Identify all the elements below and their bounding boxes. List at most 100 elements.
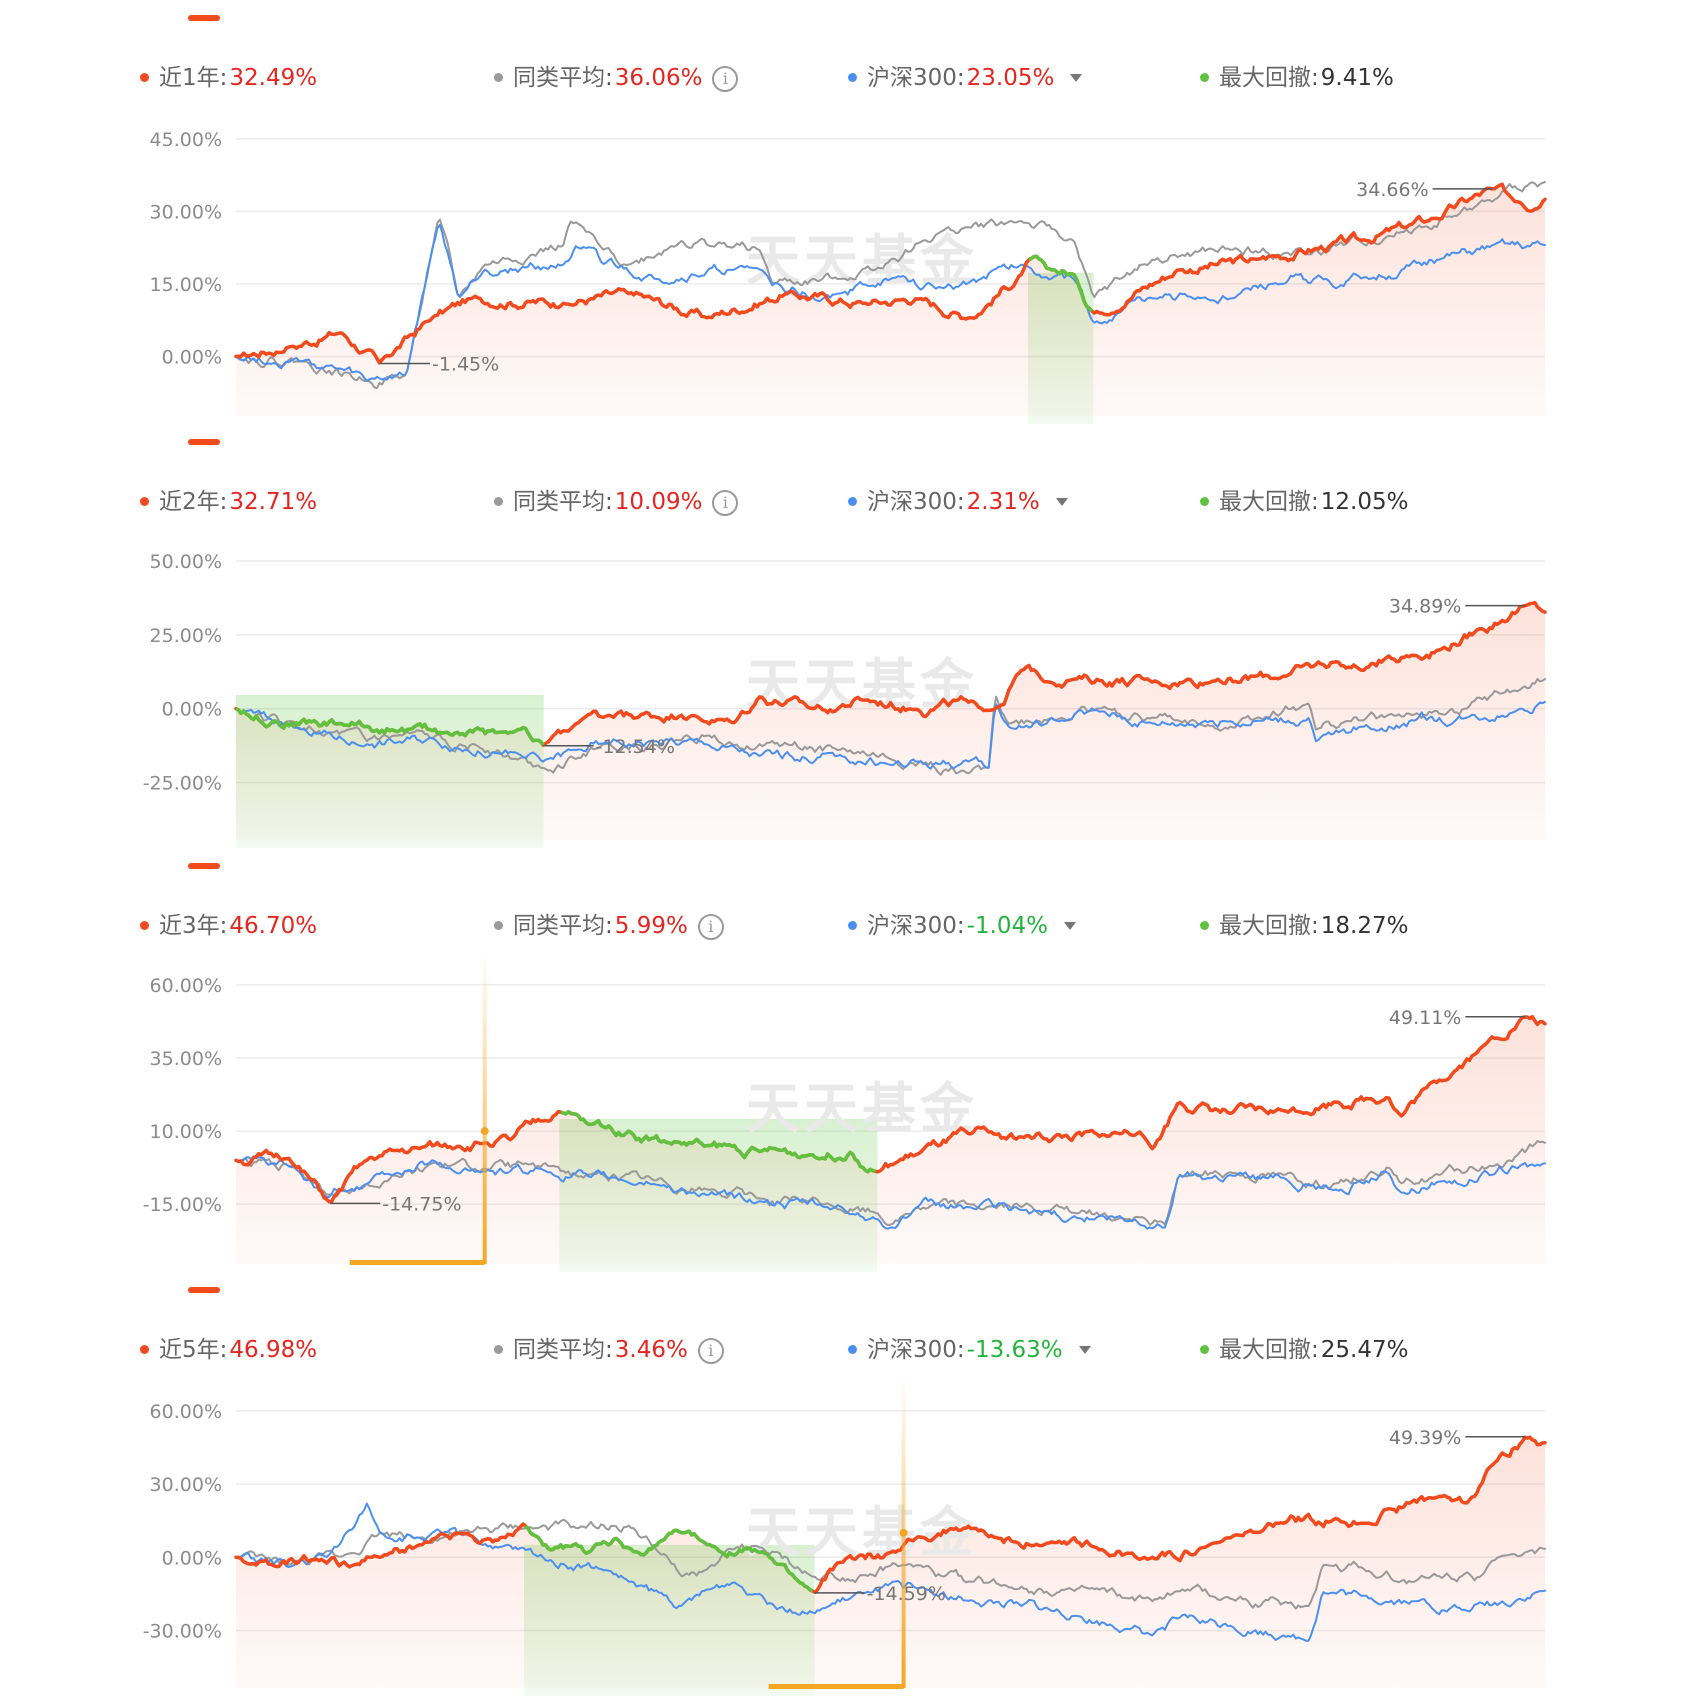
y-tick-label: 15.00% [150, 274, 222, 296]
watermark: 天天基金 [746, 1076, 978, 1140]
legend-peer-average[interactable]: 同类平均:3.46% i [494, 1330, 724, 1370]
chart-svg[interactable]: 50.00%25.00%0.00%-25.00%天天基金34.89%-12.54… [0, 524, 1688, 848]
return-chart[interactable]: 50.00% 25.00% 0.00% -25.00% 天天基金 34.89% -12.54… [0, 524, 1688, 848]
y-tick-label: 0.00% [162, 346, 222, 368]
performance-panel: 近2年:32.71% 同类平均:10.09% i 沪深300:2.31% 最大回撤… [0, 424, 1688, 848]
min-annotation-label: -12.54% [596, 736, 675, 758]
legend-max-drawdown: 最大回撤:25.47% [1200, 1330, 1408, 1370]
caret-down-icon[interactable] [1064, 922, 1077, 930]
chart-svg[interactable]: 60.00%30.00%0.00%-30.00%天天基金49.39%-14.59… [0, 1372, 1688, 1696]
chart-legend: 近1年:32.49% 同类平均:36.06% i 沪深300:23.05% 最大回… [0, 58, 1688, 98]
drawdown-series-segment[interactable] [524, 1524, 814, 1593]
drawdown-value: 12.05% [1320, 489, 1409, 515]
info-icon[interactable]: i [697, 1338, 724, 1364]
performance-panel: 近5年:46.98% 同类平均:3.46% i 沪深300:-13.63% 最大回… [0, 1272, 1688, 1696]
drawdown-dot-icon [1200, 73, 1209, 82]
drawdown-value: 25.47% [1320, 1337, 1409, 1363]
peer-label: 同类平均 [513, 65, 605, 91]
return-chart[interactable]: 60.00% 35.00% 10.00% -15.00% 天天基金 49.11% -14.7… [0, 948, 1688, 1272]
legend-max-drawdown: 最大回撤:12.05% [1200, 482, 1408, 522]
period-tab-indicator [188, 439, 220, 445]
y-tick-label: -25.00% [143, 773, 222, 795]
legend-index[interactable]: 沪深300:23.05% [848, 58, 1083, 98]
max-annotation-label: 34.66% [1356, 179, 1428, 201]
y-tick-label: 50.00% [150, 551, 222, 573]
y-tick-label: 60.00% [150, 1401, 222, 1423]
return-chart[interactable]: 45.00% 30.00% 15.00% 0.00% 天天基金 34.66% -1.45% [0, 100, 1688, 424]
period-tab-indicator [188, 863, 220, 869]
highlight-dot [899, 1528, 908, 1537]
performance-panel: 近3年:46.70% 同类平均:5.99% i 沪深300:-1.04% 最大回撤… [0, 848, 1688, 1272]
index-series-line[interactable] [235, 1502, 1546, 1642]
y-tick-label: 25.00% [150, 625, 222, 647]
caret-down-icon[interactable] [1070, 74, 1083, 82]
fund-area-fill [236, 602, 1545, 840]
legend-fund-return: 近1年:32.49% [140, 58, 317, 98]
peer-dot-icon [494, 921, 503, 930]
drawdown-value: 18.27% [1320, 913, 1409, 939]
chart-svg[interactable]: 60.00% 35.00% 10.00% -15.00% 天天基金 49.11% -14.7… [0, 948, 1688, 1272]
index-series-line[interactable] [235, 700, 1546, 770]
caret-down-icon[interactable] [1078, 1346, 1091, 1354]
index-return-value: -1.04% [966, 913, 1049, 939]
y-tick-label: 0.00% [162, 1547, 222, 1569]
chart-legend: 近5年:46.98% 同类平均:3.46% i 沪深300:-13.63% 最大回… [0, 1330, 1688, 1370]
fund-dot-icon [140, 73, 149, 82]
legend-peer-average[interactable]: 同类平均:36.06% i [494, 58, 739, 98]
peer-return-value: 5.99% [614, 913, 688, 939]
highlight-bar [349, 1260, 485, 1265]
index-series-line[interactable] [235, 1155, 1546, 1230]
index-dot-icon [848, 1345, 857, 1354]
legend-index[interactable]: 沪深300:-13.63% [848, 1330, 1091, 1370]
min-annotation-label: -14.59% [867, 1583, 946, 1605]
index-series-line[interactable] [235, 223, 1546, 382]
index-label: 沪深300 [867, 913, 957, 939]
caret-down-icon[interactable] [1055, 498, 1068, 506]
index-label: 沪深300 [867, 1337, 957, 1363]
legend-index[interactable]: 沪深300:-1.04% [848, 906, 1077, 946]
info-icon[interactable]: i [712, 490, 739, 516]
drawdown-series-segment[interactable] [235, 707, 545, 747]
period-tab-indicator [188, 1287, 220, 1293]
y-tick-label: 60.00% [150, 975, 222, 997]
drawdown-series-segment[interactable] [560, 1110, 876, 1174]
legend-index[interactable]: 沪深300:2.31% [848, 482, 1068, 522]
drawdown-series-segment[interactable] [1028, 254, 1094, 313]
chart-legend: 近3年:46.70% 同类平均:5.99% i 沪深300:-1.04% 最大回撤… [0, 906, 1688, 946]
drawdown-value: 9.41% [1320, 65, 1394, 91]
info-icon[interactable]: i [712, 66, 739, 92]
legend-fund-return: 近2年:32.71% [140, 482, 317, 522]
fund-dot-icon [140, 921, 149, 930]
fund-return-value: 46.98% [229, 1337, 318, 1363]
legend-peer-average[interactable]: 同类平均:5.99% i [494, 906, 724, 946]
drawdown-dot-icon [1200, 921, 1209, 930]
peer-series-line[interactable] [235, 677, 1546, 776]
min-annotation-label: -1.45% [432, 353, 499, 375]
fund-series-line[interactable] [234, 1435, 1547, 1595]
y-tick-label: 10.00% [150, 1121, 222, 1143]
fund-return-value: 32.71% [229, 489, 318, 515]
index-dot-icon [848, 73, 857, 82]
index-return-value: 2.31% [966, 489, 1040, 515]
fund-dot-icon [140, 497, 149, 506]
return-chart[interactable]: 60.00% 30.00% 0.00% -30.00% 天天基金 49.39% -14.59… [0, 1372, 1688, 1696]
drawdown-label: 最大回撤 [1219, 489, 1311, 515]
peer-dot-icon [494, 1345, 503, 1354]
peer-label: 同类平均 [513, 1337, 605, 1363]
legend-max-drawdown: 最大回撤:9.41% [1200, 58, 1394, 98]
index-label: 沪深300 [867, 65, 957, 91]
y-tick-label: 30.00% [150, 201, 222, 223]
y-tick-label: 0.00% [162, 699, 222, 721]
legend-peer-average[interactable]: 同类平均:10.09% i [494, 482, 739, 522]
y-tick-label: -30.00% [143, 1621, 222, 1643]
info-icon[interactable]: i [697, 914, 724, 940]
fund-dot-icon [140, 1345, 149, 1354]
peer-dot-icon [494, 73, 503, 82]
drawdown-region [236, 694, 544, 848]
fund-series-line[interactable] [234, 182, 1547, 365]
y-tick-label: 30.00% [150, 1474, 222, 1496]
index-return-value: -13.63% [966, 1337, 1063, 1363]
fund-series-line[interactable] [234, 1014, 1547, 1204]
drawdown-region [559, 1118, 878, 1272]
